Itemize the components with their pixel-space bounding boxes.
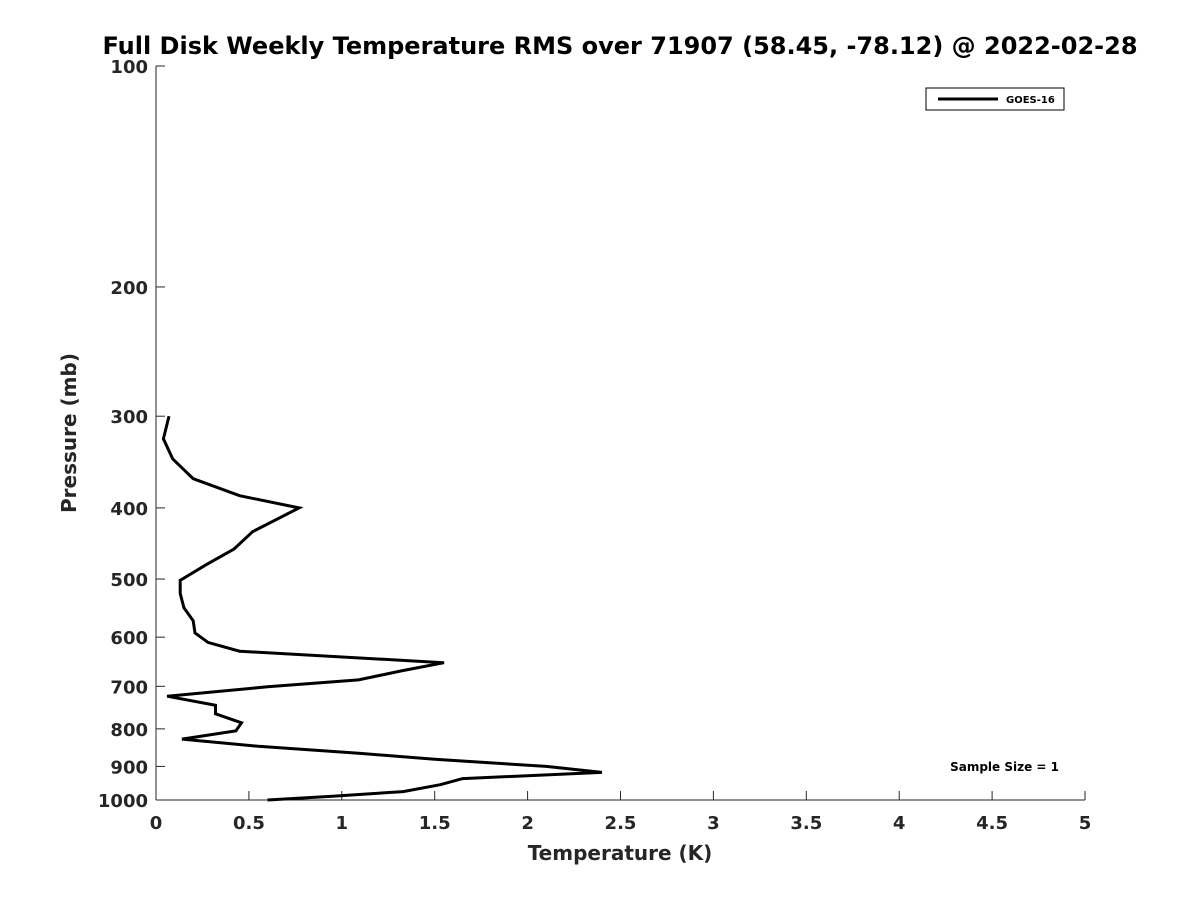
x-tick-label: 1.5 [419,813,451,834]
y-ticks: 100 200 300 400 500 600 700 800 900 1000 [98,57,165,812]
y-tick-label: 900 [110,757,148,778]
x-axis-label: Temperature (K) [528,841,713,865]
y-tick-label: 400 [110,499,148,520]
sample-size-annotation: Sample Size = 1 [950,760,1059,774]
legend-label-goes-16: GOES-16 [1006,95,1055,106]
y-tick-label: 1000 [98,791,148,812]
y-axis-label: Pressure (mb) [57,353,81,513]
x-tick-label: 5 [1079,813,1092,834]
legend: GOES-16 [925,87,1065,111]
x-tick-label: 2 [521,813,534,834]
x-tick-label: 3.5 [790,813,822,834]
y-tick-label: 200 [110,278,148,299]
x-tick-label: 1 [336,813,349,834]
x-tick-label: 0.5 [233,813,265,834]
y-tick-label: 700 [110,677,148,698]
y-tick-label: 800 [110,720,148,741]
x-tick-label: 0 [150,813,163,834]
y-tick-label: 500 [110,570,148,591]
y-tick-label: 300 [110,407,148,428]
series-layer [161,415,603,802]
x-ticks: 0 0.5 1 1.5 2 2.5 3 3.5 4 4.5 5 [150,791,1092,834]
series-line-goes-16 [161,415,603,802]
y-tick-label: 100 [110,57,148,78]
chart-title: Full Disk Weekly Temperature RMS over 71… [102,32,1137,60]
x-tick-label: 3 [707,813,720,834]
x-tick-label: 4.5 [976,813,1008,834]
y-tick-label: 600 [110,628,148,649]
x-tick-label: 2.5 [605,813,637,834]
x-tick-label: 4 [893,813,906,834]
